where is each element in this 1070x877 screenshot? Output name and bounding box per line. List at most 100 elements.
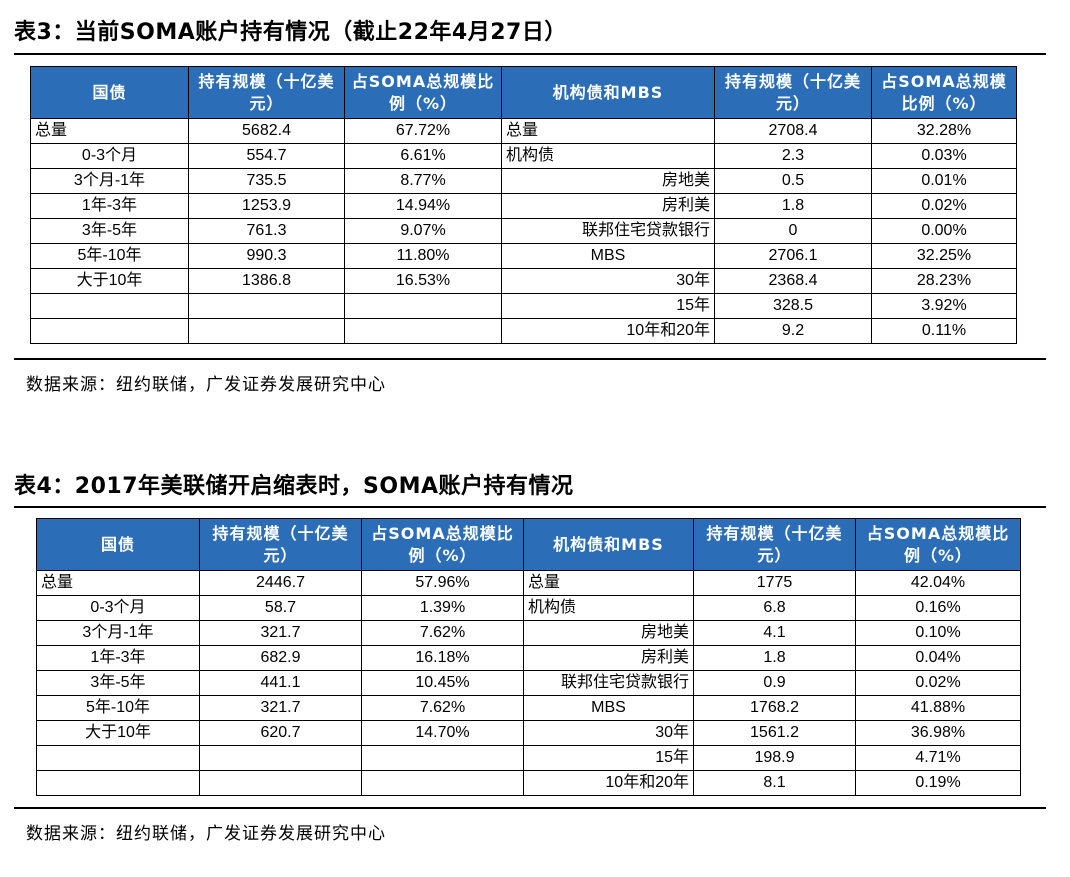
table-cell: 0.03% (871, 143, 1017, 169)
table-cell: 总量 (501, 118, 715, 144)
table4-header-treasury: 国债 (36, 518, 200, 571)
table-row: 1年-3年 682.9 16.18% 房利美 1.8 0.04% (36, 645, 1021, 671)
table4-header-holding-2: 持有规模（十亿美元） (693, 518, 856, 571)
table-cell (30, 293, 189, 319)
table-cell: 0.10% (855, 620, 1021, 646)
table-row: 总量 2446.7 57.96% 总量 1775 42.04% (36, 570, 1021, 596)
table-cell: 0.5 (714, 168, 872, 194)
table-cell (344, 293, 502, 319)
table-cell: 41.88% (855, 695, 1021, 721)
table-cell: 5年-10年 (30, 243, 189, 269)
table-cell: 总量 (523, 570, 694, 596)
table-cell (188, 318, 345, 344)
table4-body: 总量 2446.7 57.96% 总量 1775 42.04% 0-3个月 58.7 1.39%… (36, 570, 1021, 796)
table-cell: 机构债 (501, 143, 715, 169)
table-row: 总量 5682.4 67.72% 总量 2708.4 32.28% (30, 118, 1017, 144)
table-cell: 761.3 (188, 218, 345, 244)
table-cell: 0-3个月 (36, 595, 200, 621)
table-row: 大于10年 620.7 14.70% 30年 1561.2 36.98% (36, 720, 1021, 746)
table-cell: 2446.7 (199, 570, 362, 596)
table-cell: 9.07% (344, 218, 502, 244)
table-cell: 682.9 (199, 645, 362, 671)
table4-bottom-rule (14, 807, 1046, 809)
table3-header-holding: 持有规模（十亿美元） (188, 66, 345, 119)
table-cell: 2708.4 (714, 118, 872, 144)
table4-title-rule (14, 506, 1046, 508)
table-cell: 36.98% (855, 720, 1021, 746)
table-cell: 机构债 (523, 595, 694, 621)
table3-header-agency-mbs: 机构债和MBS (501, 66, 715, 119)
table-cell: 3个月-1年 (30, 168, 189, 194)
table-cell: 2.3 (714, 143, 872, 169)
table-cell: 42.04% (855, 570, 1021, 596)
table-cell: 2368.4 (714, 268, 872, 294)
table-cell: 3年-5年 (36, 670, 200, 696)
table-cell: 15年 (501, 293, 715, 319)
table-row: 5年-10年 990.3 11.80% MBS 2706.1 32.25% (30, 243, 1017, 269)
table-row: 10年和20年 8.1 0.19% (36, 770, 1021, 796)
table-cell: 30年 (523, 720, 694, 746)
table-row: 大于10年 1386.8 16.53% 30年 2368.4 28.23% (30, 268, 1017, 294)
table-cell: 3个月-1年 (36, 620, 200, 646)
table-cell: 5682.4 (188, 118, 345, 144)
table-cell: 4.1 (693, 620, 856, 646)
table-cell: 8.77% (344, 168, 502, 194)
table-cell: 1.8 (714, 193, 872, 219)
table3-header-treasury: 国债 (30, 66, 189, 119)
table-cell: 735.5 (188, 168, 345, 194)
table-cell: 67.72% (344, 118, 502, 144)
table-cell: 总量 (36, 570, 200, 596)
table-cell: 1年-3年 (30, 193, 189, 219)
table-cell: 10.45% (361, 670, 524, 696)
table-cell: 0.19% (855, 770, 1021, 796)
table3-title-rule (14, 53, 1046, 55)
table-cell: 总量 (30, 118, 189, 144)
table-cell: 0.9 (693, 670, 856, 696)
table-cell (199, 770, 362, 796)
table-cell: 大于10年 (36, 720, 200, 746)
table-cell: 3年-5年 (30, 218, 189, 244)
table-cell: 房地美 (501, 168, 715, 194)
table-cell: 10年和20年 (501, 318, 715, 344)
table-cell: 554.7 (188, 143, 345, 169)
table3-header-share: 占SOMA总规模比例（%） (344, 66, 502, 119)
table3-title: 表3：当前SOMA账户持有情况（截止22年4月27日） (14, 20, 567, 45)
table3-body: 总量 5682.4 67.72% 总量 2708.4 32.28% 0-3个月 554.7 6.… (30, 118, 1017, 344)
table-cell: 0.04% (855, 645, 1021, 671)
table-row: 0-3个月 554.7 6.61% 机构债 2.3 0.03% (30, 143, 1017, 169)
table-cell (30, 318, 189, 344)
table-cell: 1775 (693, 570, 856, 596)
table-cell: 0.02% (855, 670, 1021, 696)
table-cell: 4.71% (855, 745, 1021, 771)
table-cell: 1386.8 (188, 268, 345, 294)
table-cell: 1768.2 (693, 695, 856, 721)
table-cell: 1253.9 (188, 193, 345, 219)
table-cell: 0.00% (871, 218, 1017, 244)
table4-header-share: 占SOMA总规模比例（%） (361, 518, 524, 571)
table-cell: 441.1 (199, 670, 362, 696)
table-cell: 6.61% (344, 143, 502, 169)
table-cell: 房利美 (501, 193, 715, 219)
table-cell: MBS (501, 243, 715, 269)
table3-bottom-rule (14, 358, 1046, 360)
table4-header-share-2: 占SOMA总规模比例（%） (855, 518, 1021, 571)
table-cell: 321.7 (199, 620, 362, 646)
table4: 国债 持有规模（十亿美元） 占SOMA总规模比例（%） 机构债和MBS 持有规模… (36, 518, 1021, 796)
table-cell: 57.96% (361, 570, 524, 596)
table-cell: 7.62% (361, 620, 524, 646)
table-row: 15年 198.9 4.71% (36, 745, 1021, 771)
table-cell: 198.9 (693, 745, 856, 771)
table-cell: 1.39% (361, 595, 524, 621)
table-cell: 大于10年 (30, 268, 189, 294)
table3-header-holding-2: 持有规模（十亿美元） (714, 66, 872, 119)
table-cell: 9.2 (714, 318, 872, 344)
table-cell: 16.53% (344, 268, 502, 294)
table-cell (361, 770, 524, 796)
table-cell (344, 318, 502, 344)
table-cell: 联邦住宅贷款银行 (523, 670, 694, 696)
table-row: 3年-5年 441.1 10.45% 联邦住宅贷款银行 0.9 0.02% (36, 670, 1021, 696)
table-cell: 房利美 (523, 645, 694, 671)
table-cell (188, 293, 345, 319)
table4-header-holding: 持有规模（十亿美元） (199, 518, 362, 571)
table-cell: 328.5 (714, 293, 872, 319)
